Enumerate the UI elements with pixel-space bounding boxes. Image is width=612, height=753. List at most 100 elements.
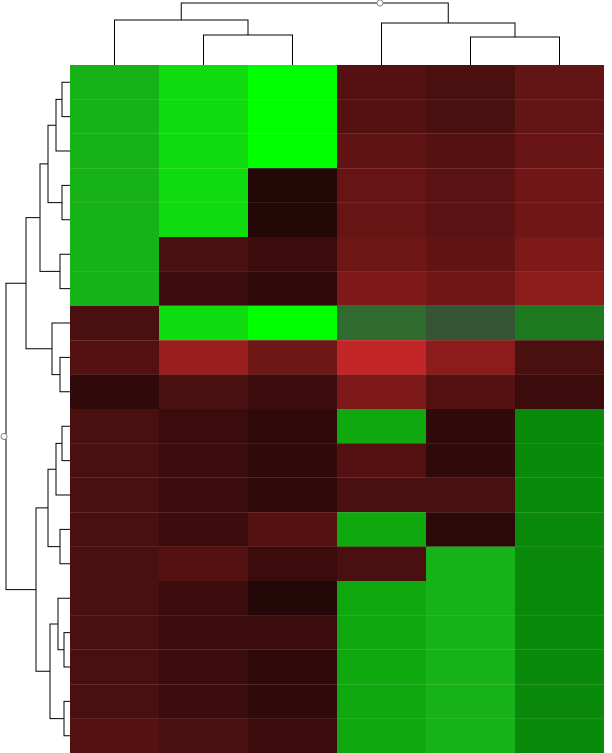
- heatmap-grid: [70, 65, 604, 753]
- heatmap-cell: [515, 547, 604, 581]
- heatmap-cell: [337, 547, 426, 581]
- dendrogram-branch: [62, 82, 70, 116]
- heatmap-cell: [248, 719, 337, 753]
- heatmap-cell: [337, 203, 426, 237]
- heatmap-cell: [426, 512, 515, 546]
- heatmap-cell: [70, 65, 159, 99]
- heatmap-cell: [248, 134, 337, 168]
- heatmap-cell: [515, 203, 604, 237]
- heatmap-cell: [70, 615, 159, 649]
- heatmap-cell: [159, 443, 248, 477]
- heatmap-cell: [248, 409, 337, 443]
- heatmap-cell: [515, 168, 604, 202]
- heatmap-svg: [0, 0, 612, 753]
- dendrogram-branch: [115, 20, 249, 65]
- dendrogram-branch: [48, 125, 62, 202]
- heatmap-cell: [426, 168, 515, 202]
- heatmap-cell: [515, 684, 604, 718]
- heatmap-cell: [248, 684, 337, 718]
- heatmap-cell: [159, 512, 248, 546]
- heatmap-cell: [248, 237, 337, 271]
- heatmap-cell: [70, 684, 159, 718]
- heatmap-cell: [159, 271, 248, 305]
- heatmap-cell: [70, 547, 159, 581]
- dendrogram-branch: [471, 37, 560, 65]
- heatmap-cell: [515, 134, 604, 168]
- heatmap-cell: [515, 237, 604, 271]
- heatmap-cell: [159, 409, 248, 443]
- heatmap-cell: [159, 340, 248, 374]
- dendrogram-branch: [56, 443, 70, 495]
- heatmap-cell: [248, 650, 337, 684]
- heatmap-cell: [426, 271, 515, 305]
- heatmap-cell: [70, 203, 159, 237]
- heatmap-cell: [159, 650, 248, 684]
- heatmap-cell: [337, 271, 426, 305]
- heatmap-cell: [426, 478, 515, 512]
- heatmap-cell: [70, 340, 159, 374]
- heatmap-cell: [337, 168, 426, 202]
- heatmap-cell: [337, 99, 426, 133]
- heatmap-cell: [70, 375, 159, 409]
- heatmap-cell: [515, 99, 604, 133]
- dendrogram-branch: [382, 23, 516, 65]
- heatmap-cell: [159, 168, 248, 202]
- heatmap-cell: [70, 168, 159, 202]
- heatmap-cell: [248, 306, 337, 340]
- heatmap-cell: [515, 650, 604, 684]
- heatmap-cell: [159, 581, 248, 615]
- dendrogram-branch: [26, 218, 52, 349]
- column-dendrogram: [115, 0, 560, 65]
- heatmap-cell: [248, 581, 337, 615]
- heatmap-cell: [337, 65, 426, 99]
- heatmap-cell: [515, 340, 604, 374]
- row-dendrogram: [1, 82, 70, 736]
- dendrogram-branch: [40, 164, 60, 272]
- heatmap-cell: [70, 99, 159, 133]
- heatmap-cell: [70, 134, 159, 168]
- heatmap-cell: [159, 65, 248, 99]
- dendrogram-branch: [64, 701, 70, 735]
- heatmap-cell: [337, 581, 426, 615]
- heatmap-cell: [70, 271, 159, 305]
- heatmap-cell: [515, 375, 604, 409]
- dendrogram-branch: [62, 185, 70, 219]
- heatmap-cell: [248, 340, 337, 374]
- dendrogram-branch: [62, 426, 70, 460]
- heatmap-cell: [70, 478, 159, 512]
- heatmap-cell: [337, 340, 426, 374]
- dendrogram-branch: [60, 357, 70, 391]
- dendrogram-branch: [48, 469, 60, 546]
- heatmap-cell: [159, 99, 248, 133]
- heatmap-cell: [159, 375, 248, 409]
- dendrogram-branch: [60, 254, 70, 288]
- heatmap-cell: [426, 340, 515, 374]
- dendrogram-branch: [64, 633, 70, 667]
- dendrogram-branch: [6, 283, 36, 589]
- dendrogram-node-icon: [1, 434, 7, 440]
- heatmap-cell: [515, 409, 604, 443]
- heatmap-cell: [337, 134, 426, 168]
- heatmap-cell: [515, 271, 604, 305]
- heatmap-cell: [159, 615, 248, 649]
- heatmap-cell: [426, 443, 515, 477]
- heatmap-cell: [426, 615, 515, 649]
- heatmap-cell: [159, 203, 248, 237]
- heatmap-cell: [337, 615, 426, 649]
- heatmap-cell: [515, 65, 604, 99]
- heatmap-cell: [70, 237, 159, 271]
- heatmap-cell: [70, 719, 159, 753]
- heatmap-cell: [426, 719, 515, 753]
- heatmap-cell: [70, 650, 159, 684]
- heatmap-cell: [515, 719, 604, 753]
- heatmap-cell: [70, 512, 159, 546]
- heatmap-cell: [426, 581, 515, 615]
- heatmap-cell: [337, 443, 426, 477]
- heatmap-cell: [337, 237, 426, 271]
- heatmap-cell: [426, 547, 515, 581]
- heatmap-cell: [159, 547, 248, 581]
- heatmap-cell: [248, 65, 337, 99]
- heatmap-cell: [159, 237, 248, 271]
- heatmap-cell: [515, 512, 604, 546]
- dendrogram-branch: [50, 624, 64, 719]
